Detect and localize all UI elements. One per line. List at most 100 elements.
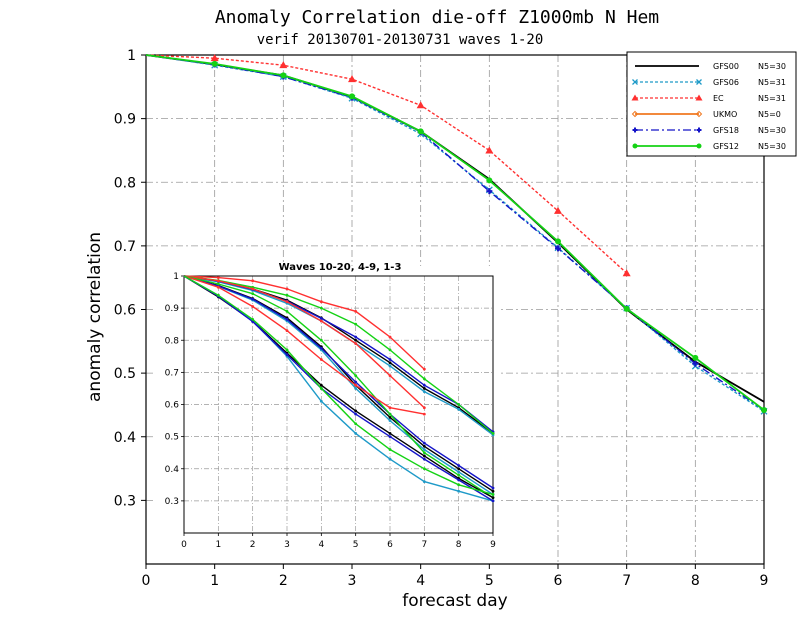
inset-series-point-ec-waves-10-20 [354, 383, 358, 387]
legend-marker-ukmo [631, 110, 639, 118]
inset-series-point-gfs00-waves-4-9 [422, 444, 426, 448]
inset-series-point-gfs12-waves-10-20 [388, 448, 392, 451]
inset-series-point-gfs18-waves-1-3 [354, 335, 358, 339]
inset-series-line-gfs18-waves-4-9 [183, 275, 494, 489]
legend-item-gfs18: GFS18 N5=30 [632, 126, 786, 135]
y-tick-label: 1 [127, 48, 136, 64]
inset-series-point-gfs00-waves-4-9 [457, 467, 461, 471]
inset-series-point-ec-waves-4-9 [422, 406, 426, 410]
series-point-ec [348, 75, 356, 83]
inset-series-point-gfs00-waves-1-3 [388, 361, 392, 365]
legend-label-gfs06: GFS06 [713, 78, 739, 87]
main-plot-area: 0 1 2 3 4 5 6 7 8 9 0.3 0.4 0.5 0.6 0.7 0.8 0.9 1 [114, 48, 769, 589]
legend-label-gfs12: GFS12 [713, 142, 739, 151]
inset-x-tick-label: 2 [250, 540, 256, 550]
inset-series-line-gfs12-waves-10-20 [183, 275, 494, 496]
y-tick-label: 0.7 [114, 239, 136, 255]
y-tick-label: 0.9 [114, 112, 136, 128]
y-tick-label: 0.3 [114, 493, 136, 509]
inset-series-point-ec-waves-1-3 [216, 276, 220, 280]
inset-series-point-ec-waves-1-3 [388, 335, 392, 339]
legend-marker-gfs12 [696, 143, 702, 149]
series-line-gfs06 [145, 54, 765, 412]
legend-label-ec: EC [713, 94, 724, 103]
inset-series-point-gfs18-waves-4-9 [422, 441, 426, 445]
legend-count-ukmo: N5=0 [758, 110, 781, 119]
inset-series-ec-waves-10-20 [183, 275, 426, 416]
legend-item-gfs00: GFS00 N5=30 [635, 62, 786, 71]
series-point-gfs12 [417, 128, 424, 135]
inset-series-point-gfs18-waves-1-3 [422, 383, 426, 387]
inset-series-point-ec-waves-10-20 [422, 412, 426, 416]
inset-x-tick-label: 3 [284, 540, 290, 550]
x-tick-label: 8 [691, 573, 700, 589]
inset-series-point-gfs12-waves-10-20 [216, 293, 220, 297]
legend-box [626, 51, 797, 157]
y-tick-label: 0.8 [114, 175, 136, 191]
inset-series-point-gfs06-waves-1-3 [457, 407, 461, 411]
x-tick-label: 9 [760, 573, 769, 589]
inset-series-point-gfs12-waves-10-20 [285, 348, 289, 352]
inset-series-point-gfs18-waves-4-9 [457, 464, 461, 467]
inset-x-tick-label: 7 [421, 540, 427, 550]
inset-series-point-ec-waves-1-3 [354, 309, 358, 313]
x-tick-label: 1 [210, 573, 219, 589]
inset-series-point-gfs12-waves-1-3 [285, 293, 289, 297]
series-point-ec [416, 101, 425, 109]
inset-series-point-gfs18-waves-1-3 [319, 317, 323, 320]
inset-background [154, 266, 501, 563]
inset-series-gfs12-waves-10-20 [183, 275, 495, 496]
inset-series-point-gfs18-waves-4-9 [251, 297, 255, 301]
legend-count-ec: N5=31 [758, 94, 786, 103]
inset-series-ec-waves-4-9 [183, 275, 426, 410]
inset-series-point-gfs06-waves-4-9 [457, 470, 461, 474]
series-point-gfs12 [349, 93, 355, 100]
inset-series-point-gfs06-waves-10-20 [354, 432, 358, 435]
x-tick-label: 5 [485, 573, 494, 589]
legend-label-gfs18: GFS18 [713, 126, 739, 135]
inset-y-tick-label: 1 [173, 272, 179, 282]
y-tick-label: 0.4 [114, 430, 136, 446]
inset-series-point-ec-waves-1-3 [251, 279, 255, 283]
inset-series-point-gfs06-waves-4-9 [422, 448, 426, 451]
inset-series-point-gfs12-waves-10-20 [354, 422, 358, 426]
y-axis-label: anomaly correlation [85, 232, 105, 402]
inset-series-point-gfs06-waves-10-20 [457, 489, 461, 493]
inset-series-point-gfs00-waves-4-9 [388, 415, 392, 419]
series-point-gfs18 [692, 360, 699, 367]
legend-marker-gfs12 [632, 143, 638, 149]
inset-series-point-gfs12-waves-10-20 [491, 493, 495, 496]
inset-series-point-gfs00-waves-10-20 [354, 409, 358, 413]
inset-series-point-gfs12-waves-1-3 [422, 377, 426, 381]
inset-series-point-gfs12-waves-4-9 [251, 292, 255, 296]
legend-item-gfs12: GFS12 N5=30 [632, 142, 786, 151]
x-tick-label: 0 [142, 573, 151, 589]
legend-marker-gfs18 [632, 127, 638, 133]
inset-series-point-gfs18-waves-4-9 [354, 380, 358, 384]
inset-series-point-gfs18-waves-10-20 [354, 412, 358, 416]
series-point-gfs18 [486, 188, 493, 195]
inset-series-point-ec-waves-1-3 [319, 300, 323, 304]
inset-series-point-gfs18-waves-1-3 [388, 358, 392, 361]
inset-series-point-gfs00-waves-10-20 [319, 383, 323, 387]
inset-series-point-gfs06-waves-1-3 [422, 390, 426, 394]
legend-marker-ec [695, 94, 703, 101]
inset-series-point-gfs12-waves-10-20 [457, 483, 461, 487]
inset-series-point-ec-waves-4-9 [285, 300, 289, 304]
series-gfs12 [145, 54, 767, 414]
legend-marker-gfs06 [696, 79, 702, 85]
inset-y-tick-label: 0.7 [165, 368, 179, 378]
series-point-gfs12 [280, 72, 287, 79]
series-line-ec [145, 54, 628, 274]
series-point-gfs12 [761, 407, 767, 414]
inset-series-gfs18-waves-10-20 [183, 275, 495, 503]
legend-count-gfs06: N5=31 [758, 78, 786, 87]
series-ec [145, 54, 631, 277]
inset-series-point-gfs12-waves-4-9 [354, 374, 358, 377]
x-tick-label: 4 [416, 573, 425, 589]
legend-marker-ukmo [695, 110, 703, 118]
inset-series-point-ec-waves-10-20 [216, 285, 220, 289]
inset-series-point-ec-waves-4-9 [388, 374, 392, 377]
inset-series-line-gfs12-waves-1-3 [183, 275, 494, 434]
